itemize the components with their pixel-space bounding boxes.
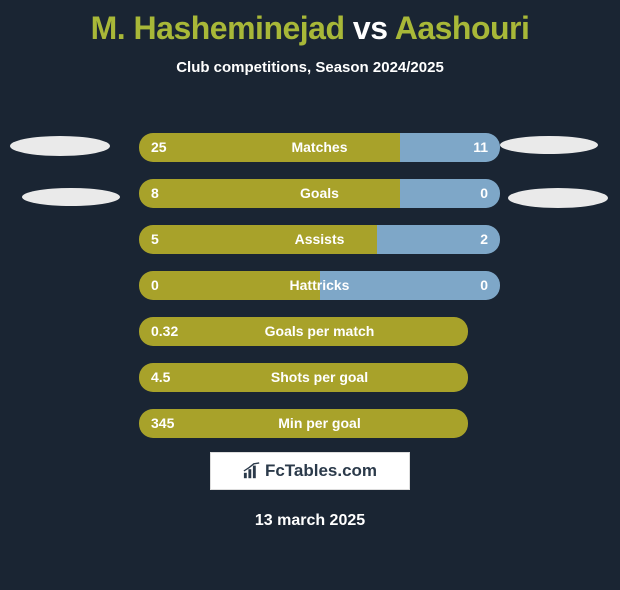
chart-icon	[243, 462, 261, 480]
stat-label: Hattricks	[139, 271, 500, 300]
stat-label: Assists	[139, 225, 500, 254]
stat-value-left: 25	[151, 133, 167, 162]
date-text: 13 march 2025	[0, 512, 620, 530]
stat-value-left: 0	[151, 271, 159, 300]
stat-row: Min per goal345	[139, 409, 500, 438]
stat-label: Matches	[139, 133, 500, 162]
stat-label: Min per goal	[139, 409, 500, 438]
brand-text: FcTables.com	[265, 461, 377, 481]
stat-row: Assists5 2	[139, 225, 500, 254]
stat-row: Goals per match0.32	[139, 317, 500, 346]
decor-ellipse-top-left	[10, 136, 110, 156]
stat-value-right: 0	[480, 179, 488, 208]
stat-row: Shots per goal4.5	[139, 363, 500, 392]
subtitle: Club competitions, Season 2024/2025	[0, 59, 620, 76]
decor-ellipse-bottom-right	[508, 188, 608, 208]
player2-name: Aashouri	[395, 10, 530, 46]
stat-value-left: 4.5	[151, 363, 170, 392]
stat-row: Goals8 0	[139, 179, 500, 208]
decor-ellipse-bottom-left	[22, 188, 120, 206]
stat-label: Goals	[139, 179, 500, 208]
comparison-title: M. Hasheminejad vs Aashouri	[0, 10, 620, 47]
vs-separator: vs	[353, 10, 388, 46]
stat-label: Goals per match	[139, 317, 500, 346]
stat-row: Hattricks0 0	[139, 271, 500, 300]
stat-value-left: 8	[151, 179, 159, 208]
stat-row: Matches25 11	[139, 133, 500, 162]
brand-box[interactable]: FcTables.com	[210, 452, 410, 490]
stat-value-left: 345	[151, 409, 174, 438]
stat-value-right: 2	[480, 225, 488, 254]
stat-value-right: 11	[473, 133, 488, 162]
stat-bars-container: Matches2511Goals80Assists52Hattricks00Go…	[139, 133, 500, 455]
stat-value-left: 0.32	[151, 317, 178, 346]
decor-ellipse-top-right	[500, 136, 598, 154]
player1-name: M. Hasheminejad	[91, 10, 345, 46]
stat-value-left: 5	[151, 225, 159, 254]
stat-label: Shots per goal	[139, 363, 500, 392]
stat-value-right: 0	[480, 271, 488, 300]
